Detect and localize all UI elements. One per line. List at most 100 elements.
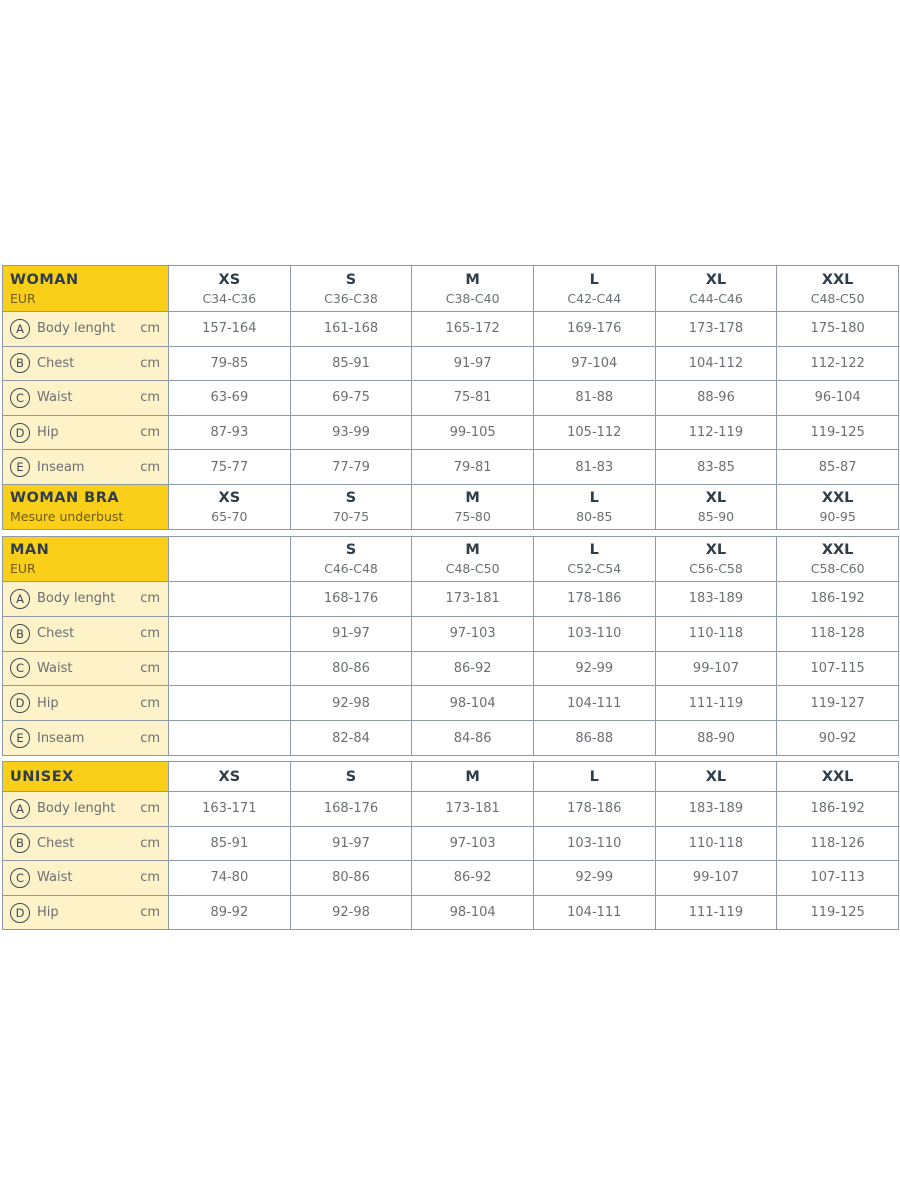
- size-label: XL: [705, 271, 727, 288]
- measurement-name: Hip: [37, 695, 59, 711]
- size-header-cell: XXL C48-C50: [776, 265, 899, 312]
- measurement-label-content: A Body lenght cm: [4, 588, 168, 609]
- value-cell: 118-126: [776, 825, 899, 862]
- value-cell: 111-119: [654, 685, 778, 722]
- measurement-label: A Body lenght cm: [2, 581, 169, 617]
- header-row: MAN EUR S C46-C48 M C48-C50 L C52-C54 XL C56-C58 X…: [2, 536, 899, 582]
- value-cell: 99-107: [654, 650, 778, 687]
- size-header-cell: L: [532, 761, 656, 792]
- letter-d-icon: D: [10, 422, 30, 443]
- size-label: XL: [705, 768, 727, 785]
- measurement-name: Body lenght: [37, 801, 116, 817]
- value-cell: 183-189: [654, 791, 778, 827]
- size-header-cell: XXL: [776, 761, 899, 792]
- measurement-unit: cm: [140, 459, 160, 475]
- value-cell: 104-111: [532, 685, 656, 722]
- measurement-label-content: C Waist cm: [4, 867, 168, 888]
- size-label: L: [589, 271, 599, 288]
- size-code: C46-C48: [324, 561, 378, 576]
- value-cell: 79-81: [411, 449, 534, 485]
- value-cell: 110-118: [654, 615, 778, 652]
- letter-e-icon: E: [10, 728, 30, 749]
- bra-size-cell: S 70-75: [289, 483, 413, 530]
- measurement-label-content: D Hip cm: [4, 902, 168, 923]
- value-cell: 118-128: [776, 615, 899, 652]
- value-cell: 178-186: [532, 791, 656, 827]
- measurement-row: D Hip cm 87-93 93-99 99-105 105-112 112-119 119-…: [2, 414, 899, 451]
- measurement-name: Chest: [37, 355, 75, 371]
- measurement-unit: cm: [140, 425, 160, 441]
- value-cell: 98-104: [411, 685, 534, 722]
- measurement-name: Inseam: [37, 730, 85, 746]
- value-cell: 91-97: [289, 825, 413, 862]
- section-title: MAN: [10, 542, 50, 558]
- measurement-label: A Body lenght cm: [2, 311, 169, 347]
- value-cell: 97-104: [532, 345, 656, 382]
- measurement-name: Hip: [37, 425, 59, 441]
- measurement-label: B Chest cm: [2, 615, 169, 652]
- value-cell: 86-92: [411, 650, 534, 687]
- value-cell: 173-181: [411, 581, 534, 617]
- underbust-range: 65-70: [211, 508, 248, 524]
- measurement-label-content: A Body lenght cm: [4, 318, 168, 339]
- size-header-cell: [168, 536, 291, 582]
- value-cell: 81-88: [532, 380, 656, 416]
- size-label: XXL: [821, 271, 854, 288]
- value-cell: 165-172: [411, 311, 534, 347]
- letter-b-icon: B: [10, 833, 30, 854]
- value-cell: 112-122: [776, 345, 899, 382]
- measurement-name: Inseam: [37, 459, 85, 475]
- size-label: M: [465, 271, 480, 288]
- size-code: C42-C44: [567, 290, 622, 306]
- value-cell: 80-86: [289, 860, 413, 896]
- value-cell: 92-98: [289, 685, 413, 722]
- measurement-unit: cm: [140, 695, 160, 711]
- value-cell: 163-171: [168, 791, 291, 827]
- measurement-label: C Waist cm: [2, 860, 169, 896]
- bra-header-row: WOMAN BRA Mesure underbust XS 65-70 S 70-75 M 7…: [2, 483, 899, 530]
- measurement-label: E Inseam cm: [2, 720, 169, 756]
- value-cell: 183-189: [654, 581, 778, 617]
- value-cell: 84-86: [411, 720, 534, 756]
- value-cell: 107-115: [776, 650, 899, 687]
- size-code: C34-C36: [202, 290, 257, 306]
- value-cell: [168, 720, 291, 756]
- size-label: S: [345, 271, 357, 288]
- measurement-row: B Chest cm 79-85 85-91 91-97 97-104 104-112 112-…: [2, 345, 899, 382]
- underbust-range: 75-80: [454, 508, 491, 524]
- measurement-label: D Hip cm: [2, 894, 169, 931]
- underbust-range: 85-90: [697, 508, 735, 524]
- size-label: L: [589, 542, 599, 558]
- value-cell: 63-69: [168, 380, 291, 416]
- measurement-label-content: E Inseam cm: [4, 728, 168, 749]
- size-code: C56-C58: [689, 561, 743, 576]
- bra-title: WOMAN BRA: [10, 489, 120, 506]
- measurement-label: A Body lenght cm: [2, 791, 169, 827]
- measurement-row: A Body lenght cm 163-171 168-176 173-181 178-1…: [2, 791, 899, 827]
- letter-a-icon: A: [10, 318, 30, 339]
- value-cell: 92-99: [532, 650, 656, 687]
- size-label: L: [589, 768, 599, 785]
- value-cell: 104-112: [654, 345, 778, 382]
- value-cell: 74-80: [168, 860, 291, 896]
- bra-size-cell: XXL 90-95: [776, 483, 899, 530]
- value-cell: 96-104: [776, 380, 899, 416]
- section-title: WOMAN: [10, 271, 79, 288]
- measurement-label: C Waist cm: [2, 650, 169, 687]
- measurement-label-content: C Waist cm: [4, 658, 168, 679]
- measurement-label: C Waist cm: [2, 380, 169, 416]
- measurement-label-content: C Waist cm: [4, 387, 168, 408]
- size-code: C36-C38: [324, 290, 378, 306]
- value-cell: 85-87: [776, 449, 899, 485]
- value-cell: 88-90: [654, 720, 778, 756]
- size-header-cell: S C36-C38: [289, 265, 413, 312]
- size-header-cell: L C42-C44: [532, 265, 656, 312]
- size-header-cell: XS C34-C36: [168, 265, 291, 312]
- bra-size-cell: XS 65-70: [168, 483, 291, 530]
- value-cell: 104-111: [532, 894, 656, 931]
- measurement-label: E Inseam cm: [2, 449, 169, 485]
- size-label: XS: [218, 489, 241, 506]
- value-cell: 169-176: [532, 311, 656, 347]
- letter-d-icon: D: [10, 693, 30, 714]
- value-cell: 75-77: [168, 449, 291, 485]
